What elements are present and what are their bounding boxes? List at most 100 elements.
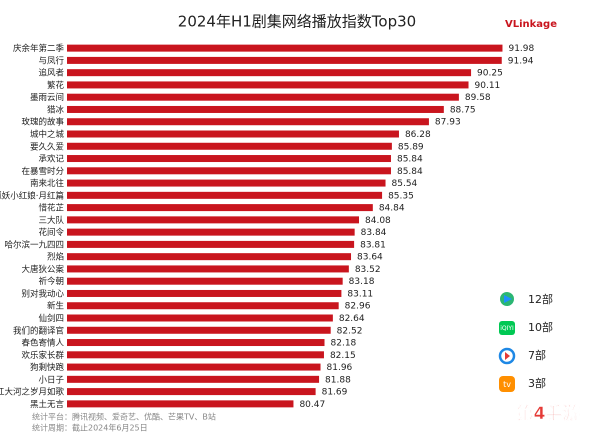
bar [67,56,502,64]
value-label: 85.35 [388,191,414,201]
y-tick-label: 花间令 [38,227,64,238]
y-tick-label: 与凤行 [38,55,64,66]
bar [67,204,373,212]
bar [67,375,320,383]
y-tick-label: 新生 [47,301,65,312]
watermark: 第4手游 [517,403,580,424]
value-label: 82.96 [345,302,371,312]
value-label: 83.81 [360,240,386,250]
bar [67,388,316,396]
value-label: 83.64 [357,253,383,263]
y-tick-label: 惜花芷 [38,203,64,214]
y-tick-label: 祈今朝 [38,276,64,287]
bar [67,118,429,126]
bar [67,277,343,285]
value-label: 89.58 [465,93,491,103]
iqiyi-icon: iQIYI [499,321,515,335]
value-label: 82.64 [339,314,365,324]
logo: VLinkage [505,19,557,30]
y-tick-label: 承欢记 [38,154,64,165]
y-tick-label: 我们的翻译官 [13,325,64,336]
value-label: 91.98 [508,44,534,54]
bar [67,44,503,52]
y-tick-label: 城中之城 [30,129,65,140]
value-label: 83.52 [355,265,381,275]
bar [67,69,472,77]
y-tick-label: 繁花 [47,80,65,91]
y-tick-label: 狐妖小红娘·月红篇 [0,190,64,201]
value-label: 88.75 [450,105,476,115]
svg-text:iQIYI: iQIYI [500,325,514,332]
y-tick-label: 大唐狄公案 [21,264,64,275]
bar [67,105,444,113]
value-label: 81.69 [322,388,348,398]
bar [67,155,391,163]
bar [67,228,355,236]
value-label: 82.15 [330,351,356,361]
footer-note: 统计平台：腾讯视频、爱奇艺、优酷、芒果TV、B站 [32,412,216,422]
value-label: 83.18 [349,277,375,287]
bar [67,265,349,273]
y-tick-label: 仙剑四 [38,313,64,324]
y-tick-label: 哈尔滨一九四四 [4,239,64,250]
bar [67,289,342,297]
bar [67,81,469,89]
y-tick-label: 追风者 [38,68,64,79]
legend-count: 7部 [528,348,546,362]
y-tick-label: 要久久爱 [30,141,64,152]
bar [67,216,360,224]
value-label: 86.28 [405,130,431,140]
legend-count: 3部 [528,376,546,390]
y-tick-label: 欢乐家长群 [21,350,64,361]
bar [67,191,383,199]
bar [67,240,355,248]
legend-count: 12部 [528,292,553,306]
value-label: 85.84 [397,155,423,165]
value-label: 84.84 [379,204,405,214]
bar [67,93,459,101]
bar [67,179,386,187]
y-tick-label: 别对我动心 [21,288,64,299]
value-label: 90.11 [475,81,501,91]
chart-title: 2024年H1剧集网络播放指数Top30 [178,13,416,31]
footer-note: 统计周期：截止2024年6月25日 [32,423,148,433]
value-label: 85.89 [398,142,424,152]
y-tick-label: 庆余年第二季 [13,43,65,54]
bar [67,363,321,371]
bar [67,400,294,408]
value-label: 87.93 [435,118,461,128]
value-label: 85.54 [392,179,418,189]
bar [67,302,339,310]
value-label: 90.25 [477,69,503,79]
y-tick-label: 春色寄情人 [21,338,64,349]
bar [67,339,325,347]
value-label: 81.88 [325,375,351,385]
bar [67,142,392,150]
mango-icon: tv [499,376,515,392]
value-label: 82.52 [337,326,363,336]
y-tick-label: 黑土无言 [30,399,65,410]
bar [67,167,391,175]
bar [67,351,324,359]
y-tick-label: 墨雨云间 [30,93,64,103]
value-label: 82.18 [331,339,357,349]
bar [67,314,333,322]
value-label: 91.94 [508,56,534,66]
y-tick-label: 南来北往 [30,178,65,189]
y-tick-label: 猎冰 [47,104,65,115]
value-label: 81.96 [327,363,353,373]
value-label: 83.84 [361,228,387,238]
y-tick-label: 大江大河之岁月如歌 [0,387,64,398]
legend: iQIYI tv 12部 10部 7部 3部 [498,292,553,392]
y-tick-label: 小日子 [38,374,64,385]
bar [67,253,352,261]
bar [67,130,399,138]
value-label: 80.47 [299,400,325,410]
value-label: 83.11 [347,289,373,299]
y-tick-label: 在暴雪时分 [21,166,64,177]
value-label: 84.08 [365,216,391,226]
y-tick-label: 狗剩快跑 [30,362,65,373]
bar [67,326,331,334]
y-tick-label: 烈焰 [47,252,64,263]
